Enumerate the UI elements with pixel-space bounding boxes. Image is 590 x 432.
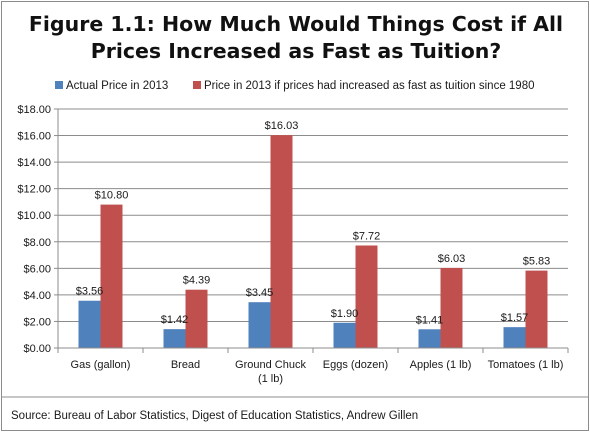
data-labels: $3.56 $10.80 $1.42 $4.39 $3.45 $16.03 $1.90 $7.… [76, 120, 551, 326]
x-category-label: Tomatoes (1 lb) [488, 359, 564, 371]
data-label-tuition: $6.03 [438, 253, 466, 265]
data-label-actual: $1.57 [501, 312, 529, 324]
bar-tuition [270, 135, 293, 348]
y-tick-label: $6.00 [23, 263, 51, 275]
y-tick-label: $18.00 [17, 104, 51, 116]
x-category-label: Eggs (dozen) [323, 359, 388, 371]
data-label-actual: $1.41 [416, 314, 444, 326]
data-label-actual: $3.56 [76, 286, 104, 298]
x-category-label: Ground Chuck [235, 359, 306, 371]
chart-title-line-1: Figure 1.1: How Much Would Things Cost i… [29, 12, 563, 36]
y-tick-label: $8.00 [23, 237, 51, 249]
y-tick-label: $4.00 [23, 290, 51, 302]
bar-tuition [355, 245, 378, 348]
y-tick-label: $0.00 [23, 343, 51, 355]
y-tick-label: $14.00 [17, 157, 51, 169]
legend-label-tuition: Price in 2013 if prices had increased as… [204, 80, 535, 92]
bar-actual [418, 329, 441, 348]
legend: Actual Price in 2013 Price in 2013 if pr… [55, 80, 535, 92]
x-category-label: Apples (1 lb) [410, 359, 472, 371]
bar-actual [163, 329, 186, 348]
data-label-tuition: $7.72 [353, 230, 381, 242]
data-label-actual: $3.45 [246, 287, 274, 299]
data-label-tuition: $16.03 [265, 120, 299, 132]
legend-swatch-tuition [193, 81, 201, 89]
gridlines [58, 108, 568, 322]
y-axis: $0.00 $2.00 $4.00 $6.00 $8.00 $10.00 $12.00 $14… [17, 104, 59, 355]
y-tick-label: $12.00 [17, 184, 51, 196]
bar-tuition [100, 204, 123, 348]
legend-label-actual: Actual Price in 2013 [66, 80, 168, 92]
x-category-label: Bread [171, 359, 200, 371]
legend-swatch-actual [55, 81, 63, 89]
bar-actual [503, 327, 526, 348]
y-tick-label: $16.00 [17, 131, 51, 143]
data-label-actual: $1.90 [331, 308, 359, 320]
x-axis: Gas (gallon) Bread Ground Chuck (1 lb) Eggs … [57, 347, 569, 385]
y-tick-label: $2.00 [23, 316, 51, 328]
bars [78, 135, 548, 348]
x-category-label: Gas (gallon) [71, 359, 131, 371]
bar-actual [333, 322, 356, 348]
data-label-actual: $1.42 [161, 314, 189, 326]
bar-tuition [525, 270, 548, 348]
bar-actual [78, 300, 101, 348]
data-label-tuition: $4.39 [183, 275, 211, 287]
chart-title-line-2: Prices Increased as Fast as Tuition? [91, 39, 502, 63]
bar-tuition [185, 289, 208, 348]
data-label-tuition: $10.80 [95, 190, 129, 202]
data-label-tuition: $5.83 [523, 256, 551, 268]
y-tick-label: $10.00 [17, 210, 51, 222]
source-note: Source: Bureau of Labor Statistics, Dige… [11, 410, 418, 422]
x-category-label: (1 lb) [258, 373, 283, 385]
bar-tuition [440, 267, 463, 348]
bar-actual [248, 302, 271, 348]
